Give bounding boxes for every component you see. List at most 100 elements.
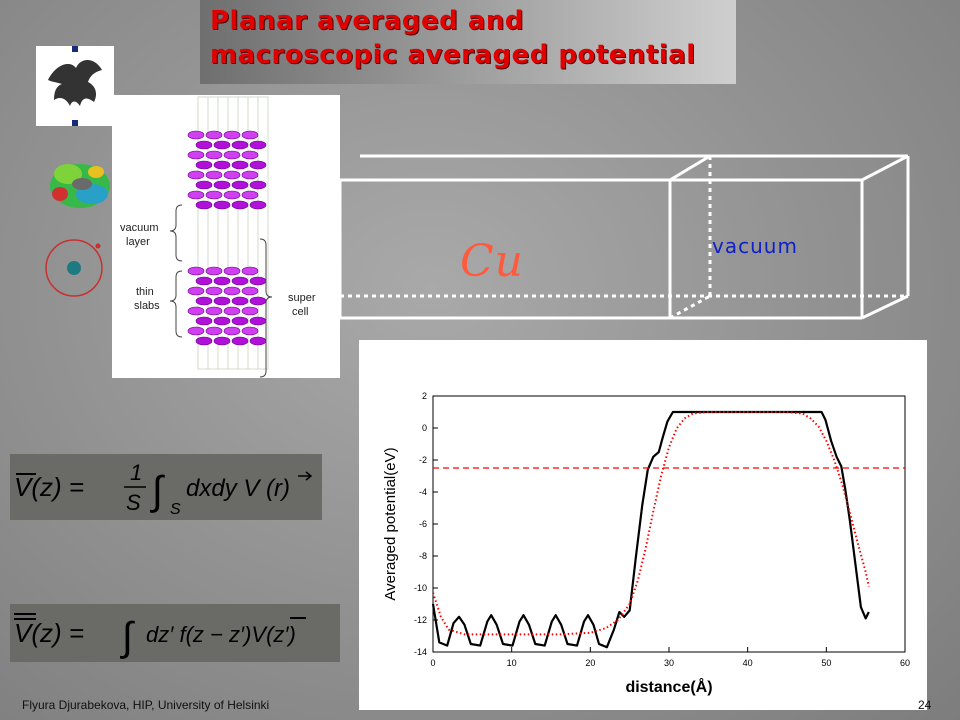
atom-sphere — [205, 150, 223, 160]
atom-sphere — [213, 316, 231, 326]
vacuum-layer-label-2: layer — [126, 236, 150, 248]
atom-sphere — [223, 326, 241, 336]
slab-structure-drawing: vacuum layer thin slabs super cell — [120, 96, 316, 378]
macroscopic-average-formula: V(z) = ∫ dz′ f(z − z′)V(z′) — [10, 604, 340, 662]
atom-sphere — [195, 296, 213, 306]
cell-box-drawing — [338, 154, 910, 320]
atom-sphere — [249, 336, 267, 346]
series-line-solid — [431, 410, 870, 649]
y-tick-label: -6 — [419, 519, 427, 529]
atom-sphere — [241, 306, 259, 316]
y-tick-label: -2 — [419, 455, 427, 465]
x-tick-label: 40 — [743, 658, 753, 668]
atom-sphere — [195, 336, 213, 346]
y-tick-label: -14 — [414, 647, 427, 657]
thin-slabs-label-2: slabs — [134, 300, 160, 312]
y-tick-label: -12 — [414, 615, 427, 625]
atom-sphere — [241, 190, 259, 200]
x-tick-label: 60 — [900, 658, 910, 668]
atom-sphere — [205, 306, 223, 316]
supercell-figure: vacuum layer thin slabs super cell — [112, 95, 340, 378]
atom-sphere — [213, 200, 231, 210]
atom-sphere — [223, 130, 241, 140]
formula2-rhs: dz′ f(z − z′)V(z′) — [146, 622, 296, 647]
atom-sphere — [205, 266, 223, 276]
x-tick-label: 50 — [821, 658, 831, 668]
formula1-lhs: V(z) = — [14, 472, 84, 502]
atom-sphere — [187, 130, 205, 140]
university-logo — [36, 46, 114, 126]
atom-sphere — [231, 316, 249, 326]
atom-sphere — [231, 276, 249, 286]
vacuum-label: vacuum — [712, 234, 798, 258]
atom-orbit-icon — [45, 239, 103, 297]
atom-image — [40, 232, 110, 302]
atom-sphere — [187, 170, 205, 180]
atom-sphere — [205, 326, 223, 336]
atom-sphere — [223, 190, 241, 200]
atom-sphere — [213, 276, 231, 286]
atom-sphere — [249, 200, 267, 210]
atom-sphere — [213, 180, 231, 190]
atom-sphere — [241, 150, 259, 160]
formula1-rhs: dxdy V (r) — [186, 475, 290, 502]
y-tick-label: -4 — [419, 487, 427, 497]
y-tick-label: 2 — [422, 391, 427, 401]
atom-sphere — [249, 276, 267, 286]
atom-sphere — [187, 266, 205, 276]
atom-sphere — [249, 140, 267, 150]
title-box: Planar averaged and macroscopic averaged… — [200, 0, 736, 84]
atom-sphere — [187, 190, 205, 200]
atom-sphere — [223, 286, 241, 296]
title-line-2: macroscopic averaged potential — [210, 40, 696, 70]
atom-sphere — [231, 200, 249, 210]
atom-sphere — [195, 140, 213, 150]
atom-sphere — [249, 180, 267, 190]
atom-sphere — [249, 296, 267, 306]
atom-sphere — [231, 160, 249, 170]
x-axis-label: distance(Å) — [625, 677, 712, 696]
atom-sphere — [213, 140, 231, 150]
atom-sphere — [195, 200, 213, 210]
x-tick-label: 30 — [664, 658, 674, 668]
molecule-image — [46, 150, 116, 216]
molecule-icon — [50, 164, 110, 208]
series-line-dotted — [432, 411, 870, 636]
atom-sphere — [249, 316, 267, 326]
atom-sphere — [231, 296, 249, 306]
formula2-lhs: V(z) = — [14, 618, 84, 648]
formula1-numerator: 1 — [130, 460, 142, 485]
atom-sphere — [195, 316, 213, 326]
atom-sphere — [187, 150, 205, 160]
y-tick-label: 0 — [422, 423, 427, 433]
super-cell-label-2: cell — [292, 306, 309, 318]
atom-sphere — [223, 306, 241, 316]
y-axis-label: Averaged potential(eV) — [382, 447, 399, 600]
atom-sphere — [213, 296, 231, 306]
atom-sphere — [205, 286, 223, 296]
atom-sphere — [223, 150, 241, 160]
y-tick-label: -8 — [419, 551, 427, 561]
footer-author: Flyura Djurabekova, HIP, University of H… — [22, 698, 270, 712]
cell-diagram — [300, 150, 920, 330]
atom-sphere — [187, 326, 205, 336]
atom-sphere — [187, 286, 205, 296]
formula2-integral: ∫ — [120, 615, 136, 659]
atom-sphere — [205, 170, 223, 180]
atom-sphere — [231, 180, 249, 190]
atom-sphere — [241, 286, 259, 296]
atom-sphere — [241, 130, 259, 140]
formula1-domain: S — [170, 501, 181, 518]
atom-sphere — [187, 306, 205, 316]
vacuum-layer-label-1: vacuum — [120, 222, 159, 234]
atom-sphere — [213, 160, 231, 170]
page-number: 24 — [918, 698, 932, 712]
x-tick-label: 20 — [585, 658, 595, 668]
super-cell-label-1: super — [288, 292, 316, 304]
atom-sphere — [205, 190, 223, 200]
atom-sphere — [195, 180, 213, 190]
flame-logo-icon — [48, 46, 102, 126]
plot-frame — [432, 395, 906, 653]
atom-sphere — [213, 336, 231, 346]
